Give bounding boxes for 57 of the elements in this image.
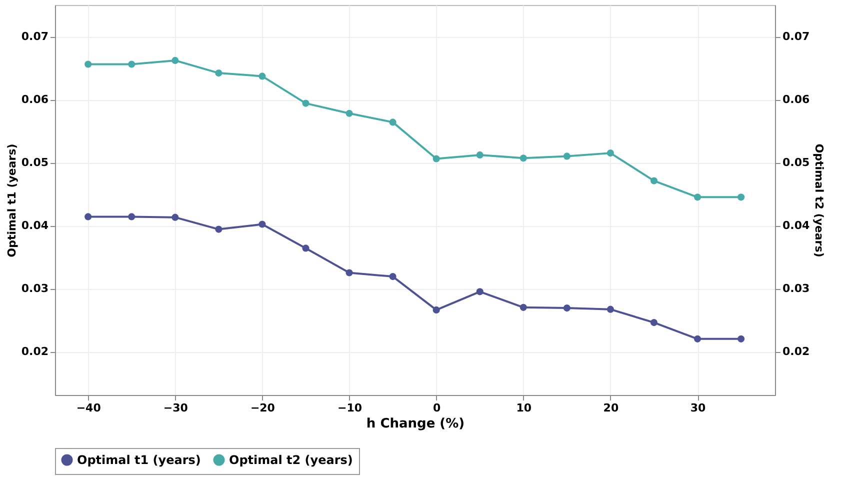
x-tick-label: 20	[603, 402, 619, 414]
point	[346, 110, 353, 117]
y2-tick-label: 0.04	[782, 219, 810, 232]
y-tick-label: 0.03	[21, 282, 48, 296]
point	[606, 150, 614, 157]
point	[172, 214, 179, 221]
point	[172, 56, 179, 64]
x-tick-label: −30	[163, 402, 188, 414]
point	[302, 244, 310, 252]
point	[128, 213, 136, 220]
y2-tick-label: 0.03	[782, 282, 810, 296]
point	[650, 319, 658, 326]
x-tick-label: 30	[690, 402, 706, 414]
y2-tick-label: 0.05	[782, 156, 810, 170]
x-tick-label: −10	[338, 402, 362, 414]
x-axis-title: h Change (%)	[366, 416, 465, 432]
point	[389, 273, 396, 280]
point	[606, 306, 614, 313]
x-tick-label: −20	[250, 402, 276, 414]
x-tick-label: 10	[516, 402, 532, 414]
legend-label: Optimal t1 (years)	[77, 453, 201, 467]
point	[389, 118, 396, 126]
point	[563, 152, 570, 160]
y2-axis-title: Optimal t2 (years)	[812, 144, 826, 258]
point	[215, 70, 222, 77]
point	[563, 304, 570, 312]
y2-tick-label: 0.06	[782, 93, 810, 106]
point	[738, 194, 745, 201]
point	[520, 304, 527, 311]
point	[520, 154, 527, 162]
point	[302, 100, 310, 107]
point	[84, 60, 92, 68]
x-tick-label: −40	[76, 402, 102, 414]
point	[215, 226, 222, 233]
point	[738, 335, 745, 342]
point	[432, 155, 440, 162]
point	[258, 220, 266, 228]
y-tick-label: 0.06	[21, 93, 49, 106]
point	[84, 213, 92, 220]
point	[650, 177, 658, 184]
point	[694, 194, 702, 201]
y2-tick-label: 0.07	[782, 30, 810, 43]
point	[258, 72, 266, 80]
y-tick-label: 0.02	[21, 345, 48, 358]
point	[128, 60, 136, 68]
y-tick-label: 0.05	[21, 156, 48, 170]
point	[476, 151, 484, 158]
y-tick-label: 0.04	[21, 219, 49, 232]
x-tick-label: 0	[433, 402, 441, 414]
legend-label: Optimal t2 (years)	[229, 453, 353, 467]
y2-tick-label: 0.02	[782, 345, 810, 358]
y-axis-title: Optimal t1 (years)	[5, 144, 18, 258]
y-tick-label: 0.07	[21, 30, 48, 43]
point	[346, 269, 353, 276]
point	[476, 288, 484, 296]
point	[694, 335, 702, 342]
point	[432, 306, 440, 314]
